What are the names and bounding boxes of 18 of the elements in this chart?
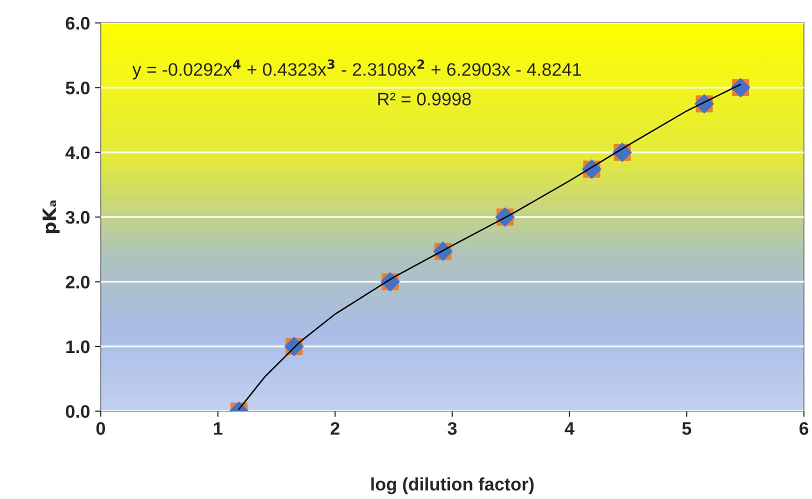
x-tick-label: 2 [330,422,340,435]
annotation: y = -0.0292x$^{4}$ + 0.4323x$^{3}$ - 2.3108x$^{2}$ + 6.2903x - 4.8241 [132,59,581,80]
y-tick-label: 2.0 [66,276,90,288]
x-tick-label: 3 [448,422,457,435]
x-tick-label: 1 [214,422,222,435]
x-axis-title: log (dilution factor) [371,477,534,494]
y-tick-label: 5.0 [66,82,90,94]
annotation: R² = 0.9998 [378,92,471,106]
x-tick-label: 4 [564,422,574,435]
y-tick-label: 4.0 [65,146,90,160]
y-tick-label: 0.0 [66,405,90,418]
x-tick-label: 6 [800,422,808,435]
y-tick-label: 6.0 [66,16,90,30]
y-axis-title: pKₐ [42,200,60,234]
y-tick-label: 1.0 [66,340,90,354]
y-tick-label: 3.0 [66,211,90,224]
x-tick-label: 0 [96,422,105,435]
x-tick-label: 5 [682,422,692,435]
